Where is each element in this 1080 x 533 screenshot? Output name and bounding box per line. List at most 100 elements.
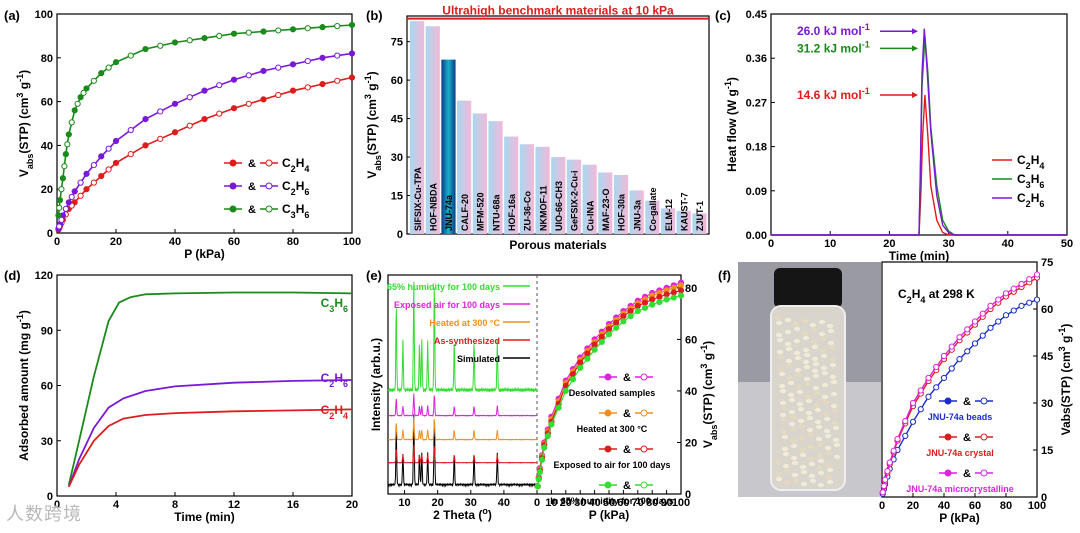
f-vial-bead	[821, 394, 829, 400]
b-ytick-label: 30	[391, 152, 403, 164]
e-point	[620, 318, 627, 325]
f-legend-label-2: JNU-74a microcrystalline	[906, 484, 1014, 494]
a-point-C3H6	[71, 107, 78, 114]
d-ytick-label: 0	[47, 491, 53, 503]
a-point-C3H6	[348, 21, 356, 29]
a-point-C2H6	[112, 137, 120, 145]
a-point-C2H6	[201, 87, 208, 94]
a-point-C2H6	[105, 145, 112, 152]
f-vial-bead	[793, 338, 801, 344]
f-vial-bead	[791, 472, 799, 478]
panel-c: 0 10 20 30 40 50 0.00 0.09 0.18 0.27 0.36 0.45 (c) Ti…	[715, 8, 1073, 263]
f-point-JNU-74a beads	[1033, 296, 1041, 303]
f-xtick-label: 40	[938, 500, 950, 512]
e-point	[649, 301, 656, 308]
b-bar-HOF-30a	[613, 175, 629, 234]
e-3-legend-marker	[640, 481, 648, 489]
d-xtick-label: 4	[113, 499, 120, 511]
plot-frame	[56, 13, 353, 234]
b-bar-label-Co-gallate: Co-gallate	[648, 187, 658, 231]
b-bar-ZJUT-1	[692, 213, 707, 234]
f-vial-bead	[825, 462, 833, 468]
a-xtick-label: 20	[110, 236, 122, 248]
f-point-JNU-74a beads	[925, 393, 932, 400]
a-point-C3H6	[64, 141, 71, 148]
a-point-C3H6	[74, 100, 81, 107]
c-x-axis-label: Time (min)	[889, 249, 949, 263]
e-point	[613, 319, 620, 326]
f-1-legend-amp: &	[963, 432, 971, 444]
panel-e: (e)10 20 30 402 Theta (o)Intensity (arb.u.)…	[366, 268, 719, 522]
f-point-JNU-74a microcrystalline	[979, 310, 986, 317]
f-point-JNU-74a beads	[917, 406, 924, 413]
f-point-JNU-74a microcrystalline	[884, 468, 891, 475]
f-xtick-label: 0	[879, 500, 885, 512]
f-vial-bead	[780, 405, 788, 411]
f-point-JNU-74a microcrystalline	[925, 374, 932, 382]
a-point-C2H4	[186, 122, 193, 129]
e-point	[627, 313, 634, 320]
a-point-C3H6	[112, 59, 120, 66]
f-vial-bead	[809, 322, 817, 328]
f-point-JNU-74a microcrystalline	[956, 334, 963, 341]
e-point	[584, 355, 591, 362]
panel-b: 0 15 30 45 60 75 (b) Ultrahigh benchmark materi…	[363, 4, 710, 252]
f-xtick-label: 20	[907, 500, 919, 512]
e-right-xtick-label: 0	[534, 497, 540, 509]
f-vial-bead	[830, 403, 838, 409]
a-point-C3H6	[275, 27, 282, 34]
a-point-C2H6	[245, 72, 252, 79]
f-vial-bead	[810, 339, 818, 345]
e-point	[591, 346, 598, 353]
a-point-C3H6	[334, 22, 341, 30]
f-vial-bead	[798, 423, 806, 429]
f-point-JNU-74a beads	[995, 318, 1002, 325]
f-vial-bead	[823, 428, 831, 434]
f-vial-bead	[784, 341, 792, 347]
a-point-C2H4	[77, 192, 84, 199]
f-vial-bead	[832, 425, 840, 431]
plot-frame	[56, 274, 353, 497]
f-vial-bead	[780, 417, 788, 423]
f-vial-bead	[825, 474, 833, 480]
f-vial-bead	[804, 381, 812, 387]
b-bar-label-Cu-INA: Cu-INA	[585, 200, 595, 231]
f-2-legend-marker	[944, 469, 952, 477]
f-point-JNU-74a microcrystalline	[909, 399, 917, 407]
a-point-C2H4	[201, 116, 208, 123]
f-vial-bead	[788, 409, 796, 415]
e-right-ytick-label: 0	[685, 489, 691, 501]
a-ytick-label: 0	[47, 228, 53, 240]
f-1-legend-marker	[980, 433, 988, 441]
a-point-C3H6	[58, 186, 65, 193]
f-vial-bead	[801, 318, 809, 324]
b-bar-label-KAUST-7: KAUST-7	[679, 192, 689, 231]
c-y-axis-label: Heat flow (W g-1)	[723, 77, 739, 172]
b-bar-Co-gallate	[645, 200, 660, 234]
a-xtick-label: 0	[54, 236, 60, 248]
e-right-xtick-label: 60	[617, 497, 629, 509]
e-point	[677, 287, 685, 294]
f-point-JNU-74a beads	[971, 340, 979, 347]
e-right-xtick-label: 80	[646, 497, 658, 509]
panel-d: 0 4 8 12 16 20 0 30 60 90 120 (d) Time (min) Adsorbed…	[4, 268, 358, 524]
f-vial-bead	[821, 370, 829, 376]
f-vial-bead	[831, 408, 839, 414]
f-vial-bead	[802, 335, 810, 341]
f-ytick-label: 0	[1041, 492, 1047, 504]
panel-label-d: (d)	[4, 268, 21, 283]
b-bar-label-HOF-16a: HOF-16a	[507, 193, 517, 231]
f-vial-bead	[793, 350, 801, 356]
a-point-C3H6	[98, 70, 105, 77]
a-ytick-label: 20	[41, 184, 53, 196]
f-point-JNU-74a beads	[933, 384, 940, 391]
c-legend-label-C2H4: C2H4	[1017, 153, 1044, 171]
c-ytick-label: 0.45	[746, 9, 767, 21]
a-point-C3H6	[142, 45, 149, 53]
f-vial-bead	[794, 355, 802, 361]
f-vial-bead	[809, 478, 817, 484]
a-point-C2H4	[216, 110, 223, 117]
e-right-xtick-label: 50	[603, 497, 615, 509]
a-point-C3H6	[105, 64, 112, 71]
f-point-JNU-74a beads	[964, 348, 971, 355]
